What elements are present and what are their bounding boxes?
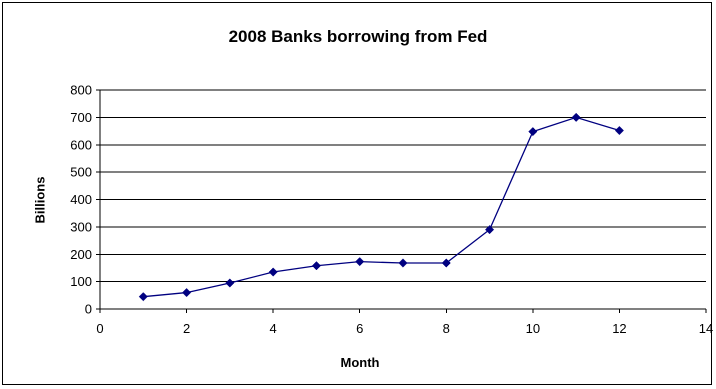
y-tick-label: 600 (70, 137, 92, 152)
x-tick-label: 6 (356, 321, 363, 336)
x-tick-label: 2 (183, 321, 190, 336)
x-tick-label: 10 (526, 321, 540, 336)
data-point (182, 288, 192, 298)
data-point (528, 127, 538, 137)
series-line (143, 116, 620, 298)
x-tick-label: 8 (443, 321, 450, 336)
y-tick-label: 200 (70, 247, 92, 262)
x-tick-label: 12 (612, 321, 626, 336)
x-tick-label: 4 (270, 321, 277, 336)
data-point (225, 278, 235, 288)
series-layer (138, 112, 624, 302)
x-axis-label: Month (340, 355, 380, 370)
y-tick-label: 800 (70, 83, 92, 98)
y-tick-label: 0 (85, 302, 92, 317)
data-point (138, 292, 148, 302)
data-point (571, 112, 581, 122)
y-tick-label: 400 (70, 192, 92, 207)
gridlines (100, 89, 706, 283)
x-tick-label: 0 (96, 321, 103, 336)
axes (96, 89, 707, 313)
y-tick-label: 300 (70, 219, 92, 234)
y-tick-label: 100 (70, 274, 92, 289)
chart-frame (2, 2, 712, 385)
y-tick-label: 700 (70, 110, 92, 125)
data-point (311, 261, 321, 271)
data-point (398, 258, 408, 268)
data-point (355, 257, 365, 267)
data-point (485, 225, 495, 235)
data-point (614, 125, 624, 136)
data-point (268, 267, 278, 277)
y-tick-label: 500 (70, 165, 92, 180)
data-point (441, 258, 451, 268)
chart-title: 2008 Banks borrowing from Fed (228, 27, 488, 46)
tick-labels: 0 100 200 300 400 500 600 700 800 0 2 4 6 8 10 12 14 (70, 83, 713, 337)
x-tick-label: 14 (699, 321, 713, 336)
